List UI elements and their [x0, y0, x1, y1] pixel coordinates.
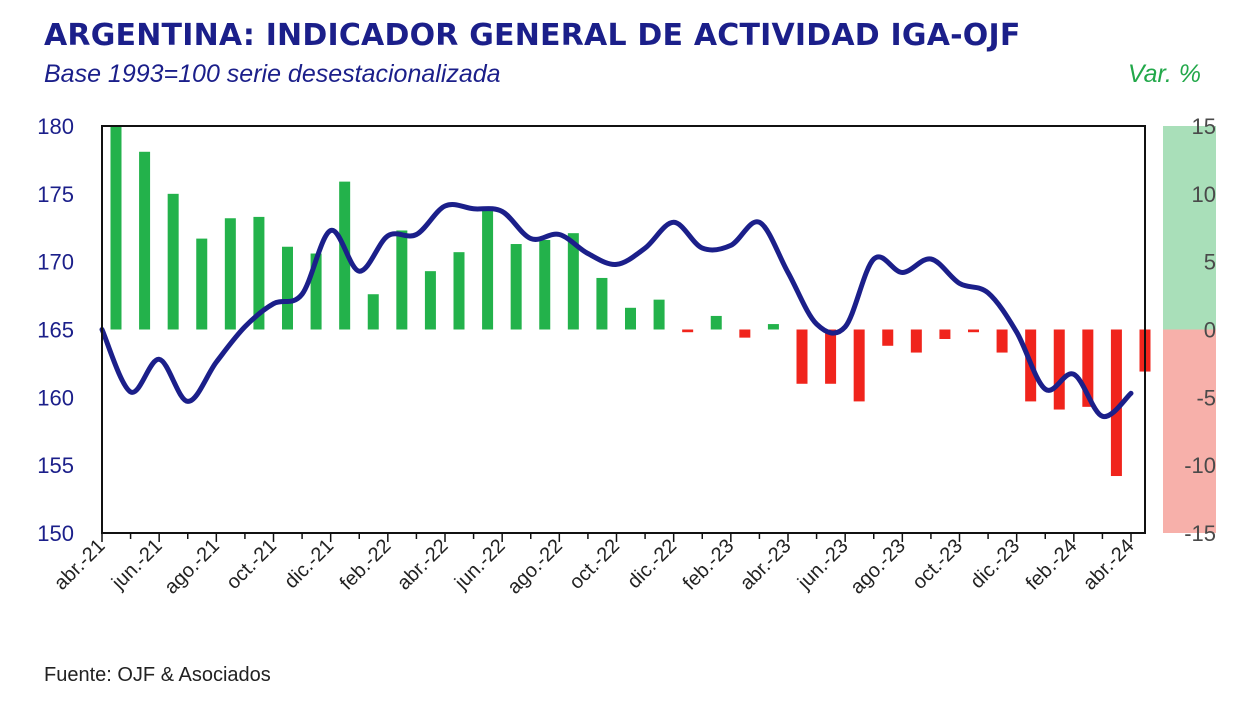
variation-bars — [110, 126, 1151, 477]
bar-mar.-24 — [1110, 329, 1122, 477]
bar-ene.-24 — [1053, 329, 1065, 410]
x-tick-label-jun.-21: jun.-21 — [107, 535, 167, 595]
x-tick-label-abr.-23: abr.-23 — [736, 535, 796, 595]
right-y-axis: -15 -10 -5 0 5 10 15 — [1184, 114, 1216, 546]
bar-oct.-23 — [968, 329, 979, 333]
left-tick-label-175: 175 — [37, 182, 74, 207]
x-tick-label-dic.-21: dic.-21 — [280, 535, 338, 593]
bar-nov.-23 — [996, 329, 1008, 353]
positive-band — [1163, 126, 1216, 330]
right-tick-label--10: -10 — [1184, 453, 1216, 478]
x-tick-label-feb.-22: feb.-22 — [336, 535, 396, 595]
bar-ago.-23 — [910, 329, 922, 353]
bar-abr.-21 — [110, 126, 122, 330]
bar-may.-22 — [482, 210, 494, 330]
negative-band — [1163, 329, 1216, 533]
x-tick-label-oct.-22: oct.-22 — [565, 535, 624, 594]
bar-jul.-23 — [882, 329, 894, 346]
x-tick-label-ago.-22: ago.-22 — [503, 535, 567, 599]
bar-dic.-21 — [339, 181, 351, 330]
index-line-group — [99, 202, 1134, 419]
chart-title: ARGENTINA: INDICADOR GENERAL DE ACTIVIDA… — [44, 18, 1021, 53]
bar-dic.-22 — [682, 329, 694, 333]
left-tick-label-150: 150 — [37, 521, 74, 546]
bar-jul.-22 — [539, 239, 551, 330]
x-tick-label-jun.-22: jun.-22 — [450, 535, 510, 595]
x-tick-label-ago.-21: ago.-21 — [160, 535, 224, 599]
right-tick-label--15: -15 — [1184, 521, 1216, 546]
left-tick-label-155: 155 — [37, 453, 74, 478]
right-axis-label: Var. % — [1127, 60, 1201, 88]
chart-subtitle: Base 1993=100 serie desestacionalizada — [44, 60, 501, 88]
left-tick-label-170: 170 — [37, 250, 74, 275]
bar-abr.-22 — [453, 252, 465, 330]
index-line — [99, 202, 1134, 419]
bar-nov.-22 — [653, 299, 665, 330]
x-tick-label-dic.-23: dic.-23 — [966, 535, 1024, 593]
bar-mar.-23 — [767, 324, 779, 330]
x-tick-label-abr.-22: abr.-22 — [393, 535, 453, 595]
right-tick-label-0: 0 — [1204, 318, 1216, 343]
bar-sep.-22 — [596, 277, 608, 330]
x-tick-label-feb.-24: feb.-24 — [1022, 535, 1082, 595]
bar-jun.-21 — [167, 193, 179, 330]
right-axis-bands — [1163, 126, 1216, 533]
bar-jun.-23 — [853, 329, 865, 402]
bar-jun.-22 — [510, 244, 522, 330]
x-tick-label-dic.-22: dic.-22 — [623, 535, 681, 593]
bar-ago.-21 — [224, 218, 236, 330]
bar-ago.-22 — [567, 233, 579, 330]
bar-feb.-23 — [739, 329, 751, 338]
left-tick-label-160: 160 — [37, 385, 74, 410]
x-tick-label-ago.-23: ago.-23 — [846, 535, 910, 599]
bar-feb.-24 — [1082, 329, 1094, 407]
x-tick-label-feb.-23: feb.-23 — [679, 535, 739, 595]
plot-frame — [101, 125, 1146, 534]
bar-may.-21 — [139, 151, 151, 330]
bar-ene.-22 — [367, 294, 379, 330]
x-tick-label-oct.-21: oct.-21 — [222, 535, 281, 594]
bar-may.-23 — [825, 329, 837, 384]
bar-sep.-21 — [253, 216, 265, 330]
left-tick-label-180: 180 — [37, 114, 74, 139]
bar-mar.-22 — [424, 271, 436, 330]
right-tick-label-10: 10 — [1192, 182, 1216, 207]
right-tick-label-5: 5 — [1204, 250, 1216, 275]
right-tick-label-15: 15 — [1192, 114, 1216, 139]
left-tick-label-165: 165 — [37, 318, 74, 343]
bar-sep.-23 — [939, 329, 951, 339]
bar-abr.-23 — [796, 329, 808, 384]
bar-jul.-21 — [196, 238, 208, 330]
bar-feb.-22 — [396, 230, 408, 330]
x-tick-label-oct.-23: oct.-23 — [908, 535, 967, 594]
bar-ene.-23 — [710, 315, 722, 330]
left-y-axis: 150 155 160 165 170 175 180 — [37, 114, 74, 546]
source-note: Fuente: OJF & Asociados — [44, 664, 271, 686]
x-tick-label-jun.-23: jun.-23 — [793, 535, 853, 595]
bar-oct.-22 — [625, 307, 636, 330]
x-tick-label-abr.-24: abr.-24 — [1079, 535, 1139, 595]
right-tick-label--5: -5 — [1196, 385, 1216, 410]
bar-oct.-21 — [282, 246, 293, 330]
bar-nov.-21 — [310, 253, 322, 330]
